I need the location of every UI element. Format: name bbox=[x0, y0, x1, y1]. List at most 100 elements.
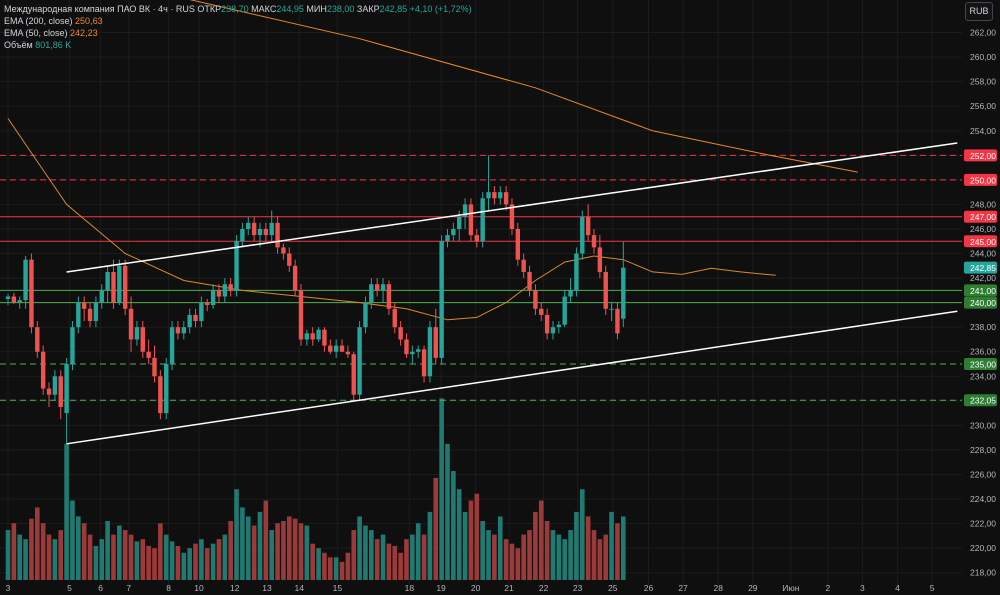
candle-body bbox=[123, 265, 128, 309]
time-tick-label: 19 bbox=[436, 583, 446, 593]
price-tick-label: 248,00 bbox=[970, 199, 996, 209]
volume-bar bbox=[574, 511, 579, 580]
candle-body bbox=[269, 222, 274, 236]
candle bbox=[474, 228, 479, 248]
volume-bar bbox=[87, 534, 93, 580]
volume-bar bbox=[515, 548, 521, 580]
volume-bar bbox=[363, 525, 368, 580]
resistance-label-bg bbox=[964, 210, 997, 223]
candle bbox=[164, 357, 169, 420]
candle bbox=[521, 253, 526, 279]
candle-body bbox=[480, 198, 485, 242]
candle-body bbox=[52, 376, 58, 395]
candle-body bbox=[416, 349, 421, 352]
open-label: ОТКР bbox=[197, 4, 222, 14]
candle-body bbox=[134, 327, 140, 340]
candle bbox=[81, 296, 87, 322]
time-tick-label: 21 bbox=[504, 583, 514, 593]
time-tick-label: 5 bbox=[930, 583, 935, 593]
currency-button[interactable]: RUB bbox=[965, 2, 993, 21]
candle bbox=[52, 370, 58, 401]
candle-body bbox=[304, 333, 310, 340]
candle-body bbox=[457, 216, 462, 229]
support-label-bg bbox=[964, 296, 997, 309]
candle-body bbox=[205, 302, 210, 306]
candle bbox=[99, 284, 104, 309]
ema200-value: 250,63 bbox=[75, 16, 103, 26]
candle-body bbox=[539, 308, 544, 315]
legend-volume-row[interactable]: Объём 801,86 K bbox=[4, 39, 472, 51]
volume-bar bbox=[99, 539, 105, 580]
time-tick-label: 4 bbox=[895, 583, 900, 593]
price-tick-label: 226,00 bbox=[970, 470, 996, 480]
volume-bar bbox=[204, 548, 210, 580]
candle bbox=[580, 210, 585, 260]
volume-bar bbox=[281, 520, 286, 580]
time-tick-label: 2 bbox=[825, 583, 830, 593]
candle bbox=[556, 321, 562, 334]
volume-bar bbox=[544, 520, 550, 580]
candle-body bbox=[298, 290, 304, 340]
volume-bar bbox=[609, 511, 614, 580]
support-label: 241,00 bbox=[964, 284, 997, 297]
chart-legend: Международная компания ПАО ВК · 4ч · RUS… bbox=[4, 3, 472, 51]
volume-bar bbox=[527, 530, 532, 580]
candle bbox=[609, 302, 614, 322]
volume-bar bbox=[146, 545, 151, 580]
time-tick-label: Июн bbox=[782, 583, 799, 593]
candle bbox=[574, 247, 579, 297]
price-tick-label: 238,00 bbox=[970, 322, 996, 332]
legend-ema200-row[interactable]: EMA (200, close) 250,63 bbox=[4, 15, 472, 27]
candle-body bbox=[374, 284, 380, 291]
price-tick-label: 254,00 bbox=[970, 126, 996, 136]
candle bbox=[357, 321, 362, 401]
price-axis: 218,00 220,00 222,00 224,00 226,00 228,00 230,… bbox=[962, 0, 1000, 595]
candle-body bbox=[275, 222, 280, 248]
candle bbox=[298, 284, 304, 346]
volume-bar bbox=[579, 489, 585, 580]
volume-bar bbox=[316, 548, 321, 580]
volume-bar bbox=[497, 516, 503, 580]
candle-body bbox=[556, 324, 562, 328]
candle bbox=[515, 222, 521, 266]
candle bbox=[187, 308, 192, 334]
high-value: 244,95 bbox=[276, 4, 304, 14]
candle bbox=[615, 302, 620, 340]
candle bbox=[509, 198, 515, 236]
candle-body bbox=[76, 302, 81, 328]
candle bbox=[246, 216, 251, 236]
price-tick-label: 222,00 bbox=[970, 519, 996, 529]
candle bbox=[503, 186, 509, 211]
legend-ema50-row[interactable]: EMA (50, close) 242,23 bbox=[4, 27, 472, 39]
candle-body bbox=[240, 228, 245, 242]
candle-body bbox=[87, 308, 93, 322]
last-price-label-text: 242,85 bbox=[970, 263, 996, 273]
candle bbox=[169, 321, 175, 371]
time-tick-label: 6 bbox=[98, 583, 103, 593]
candle-body bbox=[263, 228, 269, 236]
volume-bars bbox=[5, 398, 626, 580]
candle bbox=[128, 296, 134, 352]
volume-bar bbox=[386, 543, 392, 580]
support-label-bg bbox=[964, 284, 997, 297]
candle bbox=[140, 321, 145, 358]
candle-body bbox=[310, 333, 315, 340]
candle-body bbox=[404, 339, 409, 355]
time-tick-label: 3 bbox=[6, 583, 11, 593]
candle bbox=[328, 339, 333, 355]
candle-body bbox=[199, 302, 204, 322]
candle bbox=[445, 228, 450, 248]
time-tick-label: 27 bbox=[678, 583, 688, 593]
candle-body bbox=[281, 247, 286, 254]
volume-bar bbox=[46, 534, 52, 580]
candle bbox=[345, 345, 351, 358]
volume-bar bbox=[240, 507, 245, 580]
volume-bar bbox=[492, 534, 497, 580]
candle bbox=[281, 243, 286, 260]
time-tick-label: 7 bbox=[126, 583, 131, 593]
candle bbox=[193, 308, 198, 328]
volume-bar bbox=[275, 523, 280, 580]
candle-body bbox=[46, 388, 52, 395]
candle bbox=[392, 302, 397, 334]
